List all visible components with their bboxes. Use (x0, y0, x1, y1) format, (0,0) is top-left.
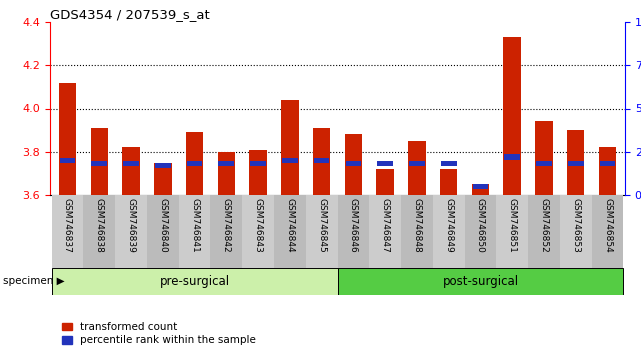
Text: specimen ▶: specimen ▶ (3, 276, 65, 286)
Bar (274, 195, 306, 268)
Bar (345, 135, 362, 195)
Bar (90, 128, 108, 195)
Bar (409, 161, 425, 166)
Bar (306, 195, 338, 268)
Bar (440, 169, 458, 195)
Text: GSM746847: GSM746847 (381, 198, 390, 253)
Text: GSM746853: GSM746853 (571, 198, 580, 253)
Bar (249, 150, 267, 195)
Bar (123, 161, 139, 166)
Bar (472, 184, 488, 189)
Bar (313, 128, 330, 195)
Bar (122, 147, 140, 195)
Bar (179, 195, 210, 268)
Bar (378, 161, 393, 166)
Text: GSM746844: GSM746844 (285, 198, 294, 252)
Text: GSM746850: GSM746850 (476, 198, 485, 253)
Text: GSM746843: GSM746843 (254, 198, 263, 253)
Bar (219, 161, 234, 166)
Bar (567, 130, 585, 195)
Bar (504, 154, 520, 160)
Text: GSM746852: GSM746852 (540, 198, 549, 253)
Bar (154, 162, 172, 195)
Text: GSM746838: GSM746838 (95, 198, 104, 253)
Bar (528, 195, 560, 268)
Bar (600, 161, 615, 166)
Bar (338, 268, 624, 295)
Bar (51, 195, 83, 268)
Bar (338, 195, 369, 268)
Text: GDS4354 / 207539_s_at: GDS4354 / 207539_s_at (50, 8, 210, 21)
Bar (115, 195, 147, 268)
Bar (155, 163, 171, 168)
Bar (433, 195, 465, 268)
Bar (242, 195, 274, 268)
Bar (465, 195, 496, 268)
Text: GSM746854: GSM746854 (603, 198, 612, 253)
Text: GSM746839: GSM746839 (126, 198, 135, 253)
Bar (345, 161, 362, 166)
Bar (536, 161, 552, 166)
Bar (281, 100, 299, 195)
Bar (441, 161, 456, 166)
Bar (496, 195, 528, 268)
Text: GSM746848: GSM746848 (412, 198, 421, 253)
Bar (282, 158, 297, 163)
Bar (401, 195, 433, 268)
Bar (313, 158, 329, 163)
Bar (560, 195, 592, 268)
Bar (369, 195, 401, 268)
Bar (83, 195, 115, 268)
Bar (376, 169, 394, 195)
Bar (592, 195, 624, 268)
Bar (408, 141, 426, 195)
Bar (503, 37, 521, 195)
Bar (92, 161, 107, 166)
Bar (210, 195, 242, 268)
Bar (147, 195, 179, 268)
Text: GSM746851: GSM746851 (508, 198, 517, 253)
Bar (250, 161, 266, 166)
Text: post-surgical: post-surgical (442, 275, 519, 288)
Bar (51, 268, 338, 295)
Bar (59, 82, 76, 195)
Bar (599, 147, 616, 195)
Text: GSM746842: GSM746842 (222, 198, 231, 252)
Bar (186, 132, 203, 195)
Text: GSM746841: GSM746841 (190, 198, 199, 253)
Bar (60, 158, 76, 163)
Text: GSM746846: GSM746846 (349, 198, 358, 253)
Bar (568, 161, 583, 166)
Legend: transformed count, percentile rank within the sample: transformed count, percentile rank withi… (62, 322, 256, 345)
Bar (187, 161, 203, 166)
Bar (472, 184, 489, 195)
Text: pre-surgical: pre-surgical (160, 275, 229, 288)
Bar (217, 152, 235, 195)
Text: GSM746837: GSM746837 (63, 198, 72, 253)
Text: GSM746845: GSM746845 (317, 198, 326, 253)
Bar (535, 121, 553, 195)
Text: GSM746840: GSM746840 (158, 198, 167, 253)
Text: GSM746849: GSM746849 (444, 198, 453, 253)
